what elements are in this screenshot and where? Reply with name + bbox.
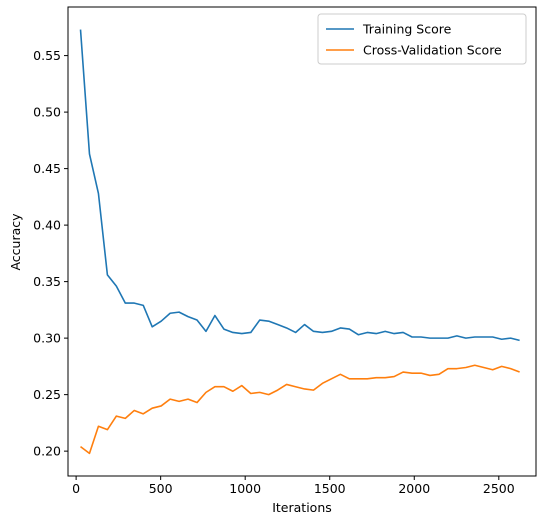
x-axis-label: Iterations	[272, 500, 332, 515]
x-tick-label: 0	[72, 481, 80, 496]
legend-label: Training Score	[362, 22, 452, 37]
y-tick-label: 0.30	[33, 331, 61, 346]
x-tick-label: 1000	[229, 481, 261, 496]
x-tick-label: 1500	[314, 481, 346, 496]
x-tick-label: 2000	[398, 481, 430, 496]
x-tick-label: 500	[149, 481, 173, 496]
series-line-2	[80, 364, 520, 455]
y-tick-label: 0.55	[33, 48, 61, 63]
axes: 0 500 1000 1500 2000 2500 0.20 0.25 0.30 0.35 0.40…	[33, 6, 537, 496]
legend-label: Cross-Validation Score	[363, 43, 502, 58]
legend-box	[317, 13, 527, 65]
x-tick-label: 2500	[483, 481, 515, 496]
plot-area	[79, 29, 520, 455]
series-line-1	[79, 29, 520, 342]
y-tick-label: 0.25	[33, 387, 61, 402]
legend: Training Score Cross-Validation Score	[317, 13, 527, 65]
y-tick-label: 0.40	[33, 218, 61, 233]
y-tick-label: 0.50	[33, 105, 61, 120]
y-tick-label: 0.35	[33, 274, 61, 289]
y-axis-label: Accuracy	[8, 213, 23, 271]
y-tick-label: 0.20	[33, 444, 61, 459]
y-tick-label: 0.45	[33, 161, 61, 176]
plot-frame	[67, 6, 537, 477]
